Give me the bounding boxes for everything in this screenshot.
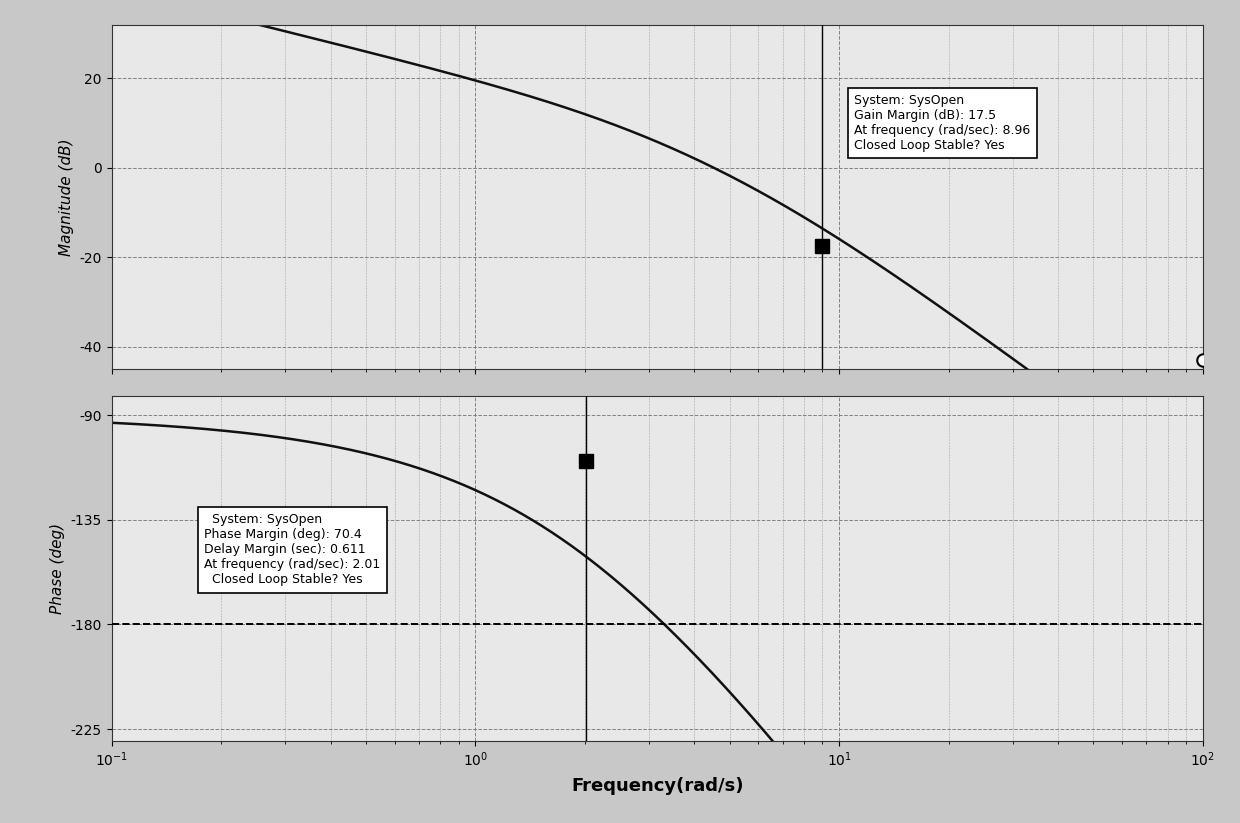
Text: System: SysOpen
Phase Margin (deg): 70.4
Delay Margin (sec): 0.611
At frequency : System: SysOpen Phase Margin (deg): 70.4…	[205, 514, 381, 587]
Y-axis label: Magnitude (dB): Magnitude (dB)	[60, 138, 74, 256]
Text: System: SysOpen
Gain Margin (dB): 17.5
At frequency (rad/sec): 8.96
Closed Loop : System: SysOpen Gain Margin (dB): 17.5 A…	[854, 94, 1030, 152]
X-axis label: Frequency(rad/s): Frequency(rad/s)	[570, 778, 744, 795]
Y-axis label: Phase (deg): Phase (deg)	[50, 523, 64, 614]
